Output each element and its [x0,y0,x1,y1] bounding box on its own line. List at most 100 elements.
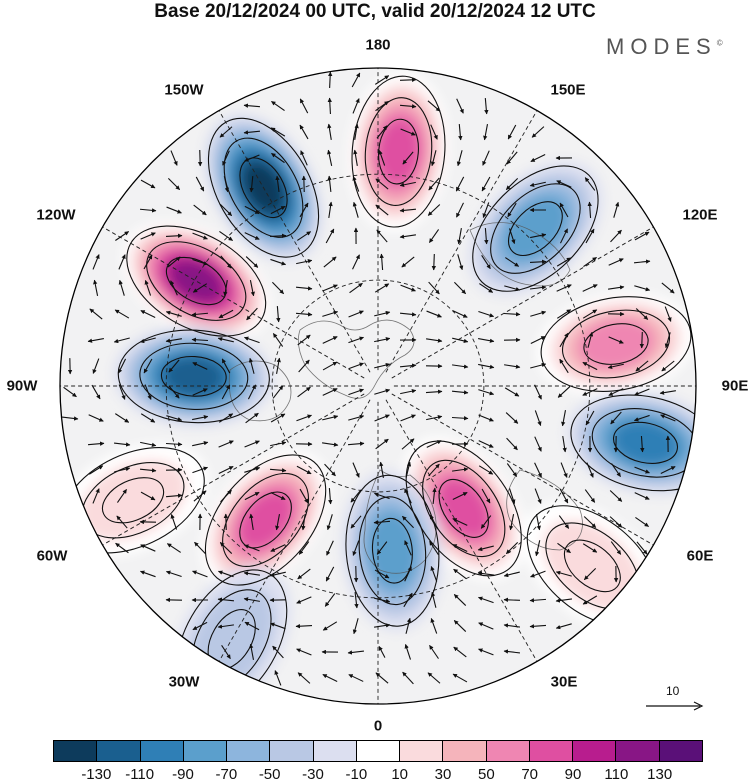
wind-vector-arrow [399,312,417,317]
wind-vector-arrow [92,358,100,374]
wind-vector-arrow [195,176,205,192]
wind-vector-arrow [458,123,463,141]
wind-vector-arrow [585,410,595,426]
map-border [59,67,697,705]
meridian-line [102,226,365,379]
colorbar-tick-label: 130 [647,766,673,783]
wind-vector-arrow [245,412,259,424]
colorbar-swatch [616,741,660,761]
wind-vector-arrow [299,488,309,504]
wind-vector-arrow [139,208,157,213]
wind-vector-arrow [244,336,260,344]
wind-vector-arrow [352,201,359,218]
wind-vector-arrow [634,492,650,500]
colorbar-tick-label: 30 [434,766,452,783]
wind-vector-arrow [530,362,547,369]
wind-vector-arrow [530,153,546,163]
wind-vector-arrow [270,441,287,447]
wind-vector-arrow [633,259,651,264]
reference-vector-label: 10 [666,684,680,698]
wind-vector-arrow [165,493,183,498]
wind-vector-arrow [484,97,489,115]
wind-vector-arrow [401,256,415,268]
wind-vector-arrow [427,100,441,112]
wind-vector-arrow [299,124,309,140]
wind-vector-arrow [374,623,391,628]
wind-vector-arrow [661,282,675,294]
wind-vector-arrow [586,462,594,478]
wind-vector-arrow [478,363,495,369]
wind-vector-arrow [89,308,103,320]
wind-vector-arrow [275,175,280,193]
wind-vector-arrow [327,123,332,140]
wind-vector-arrow [376,541,388,555]
colorbar-swatch [313,741,357,761]
wind-vector-arrow [295,312,313,317]
wind-vector-arrow [165,442,183,447]
wind-vector-arrow [269,468,287,473]
positive-anomaly-contour [78,459,188,542]
wind-vector-arrow [529,181,546,188]
wind-vector-arrow [400,414,416,422]
wind-vector-arrow [244,205,260,215]
wind-vector-arrow [244,621,260,631]
streamline-contour [222,472,310,568]
wind-vector-arrow [634,285,651,292]
wind-vector-arrow [379,461,384,478]
wind-vector-arrow [327,71,333,89]
wind-vector-arrow [557,542,571,554]
lon-label-90e: 90E [721,377,749,395]
wind-vector-arrow [587,201,592,219]
wind-vector-arrow [453,620,467,632]
lon-label-30e: 30E [550,673,578,691]
positive-anomaly-contour [577,318,655,370]
wind-vector-arrow [374,569,390,579]
wind-vector-arrow [534,436,542,452]
wind-vector-arrow [427,672,441,684]
wind-vector-arrow [482,202,490,218]
meridian-line [218,110,371,373]
negative-anomaly-contour [612,420,679,466]
wind-vector-arrow [301,514,306,531]
wind-vector-arrow [429,645,439,659]
wind-vector-arrow [635,308,649,320]
streamline-contour [490,183,581,274]
wind-vector-arrow [272,385,284,399]
wind-vector-arrow [639,331,645,349]
wind-vector-arrow [218,465,234,475]
wind-vector-arrow [555,598,573,603]
wind-vector-arrow [401,438,415,450]
wind-vector-arrow [531,126,545,138]
streamline-contour [508,201,563,256]
wind-vector-arrow [166,543,181,553]
wind-vector-arrow [478,414,494,422]
wind-vector-arrow [503,571,520,578]
wind-vector-arrow [453,281,467,295]
wind-vector-arrow [635,360,649,372]
wind-vector-arrow [271,100,285,112]
wind-vector-arrow [295,286,313,291]
wind-vector-arrow [428,229,440,243]
wind-vector-arrow [218,309,234,319]
wind-vector-arrow [504,285,521,292]
wind-vector-arrow [93,279,99,296]
wind-vector-arrow [608,336,624,344]
wind-vector-arrow [192,258,209,266]
colorbar-tick-label: -110 [125,766,155,783]
wind-vector-arrow [582,388,598,396]
wind-vector-arrow [249,175,254,193]
wind-vector-arrow [221,384,231,400]
colorbar-tick-label: -90 [172,766,194,783]
wind-vector-arrow [484,227,489,245]
wind-vector-arrow [534,462,542,478]
wind-vector-arrow [113,442,131,447]
wind-vector-arrow [244,491,260,501]
wind-vector-arrow [167,256,181,268]
wind-vector-arrow [192,362,208,370]
wind-vector-arrow [274,670,282,686]
wind-vector-arrow [327,97,332,115]
wind-vector-arrow [376,125,388,139]
wind-vector-arrow [504,387,520,397]
wind-vector-arrow [166,206,182,214]
wind-vector-arrow [191,312,209,317]
